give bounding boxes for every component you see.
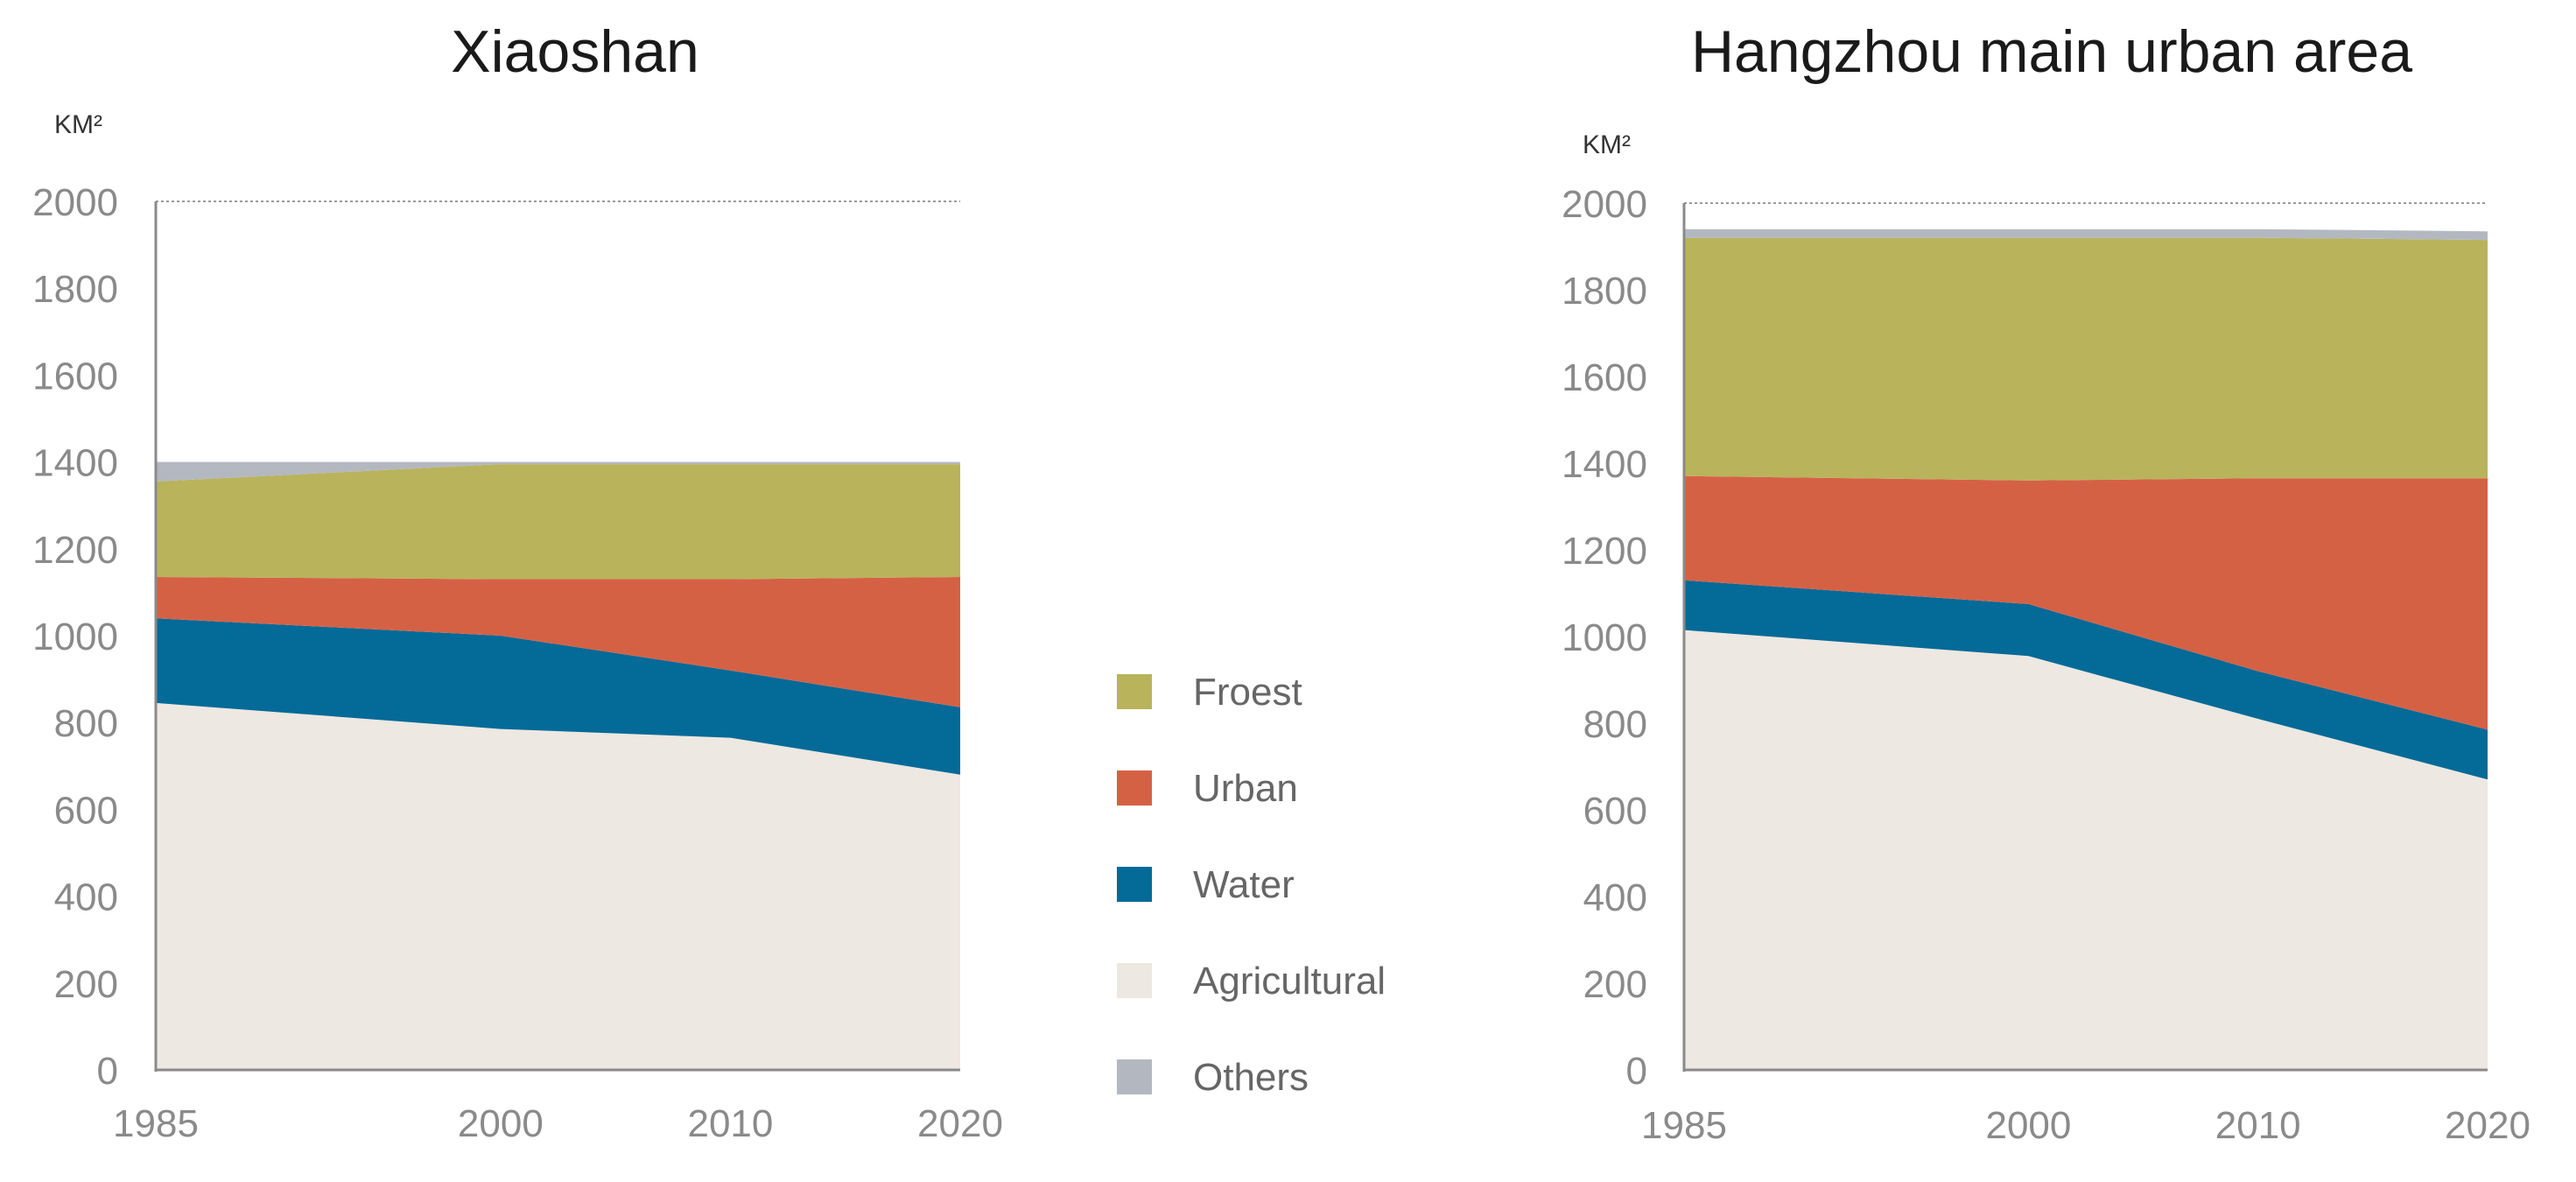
- x-tick-label: 2000: [1985, 1104, 2071, 1147]
- x-tick-label: 1985: [113, 1102, 199, 1145]
- area-froest: [1684, 237, 2488, 481]
- y-tick-label: 1800: [1562, 270, 1647, 313]
- x-tick-labels: 1985 2000 2010 2020: [1641, 1104, 2530, 1147]
- legend-swatch-others: [1117, 1059, 1152, 1094]
- y-tick-label: 400: [54, 876, 118, 919]
- area-water: [156, 618, 960, 775]
- y-tick-label: 800: [1583, 703, 1647, 746]
- y-tick-label: 600: [54, 789, 118, 832]
- legend-label-urban: Urban: [1193, 767, 1298, 810]
- y-tick-label: 2000: [32, 181, 118, 224]
- y-tick-labels: 0 200 400 600 800 1000 1200 1400 1600 1800 2000: [1562, 183, 1647, 1093]
- legend-label-agricultural: Agricultural: [1193, 960, 1386, 1003]
- area-layers: [156, 461, 960, 1070]
- x-tick-label: 2020: [917, 1102, 1003, 1145]
- y-tick-label: 400: [1583, 876, 1647, 919]
- legend-label-water: Water: [1193, 863, 1295, 906]
- chart-title: Hangzhou main urban area: [1691, 18, 2412, 85]
- x-tick-label: 2010: [687, 1102, 773, 1145]
- area-urban: [156, 577, 960, 707]
- x-tick-label: 1985: [1641, 1104, 1727, 1147]
- area-urban: [1684, 475, 2488, 730]
- y-tick-label: 2000: [1562, 183, 1647, 226]
- legend-swatch-agricultural: [1117, 963, 1152, 998]
- axes: [1682, 203, 2488, 1072]
- legend-swatch-urban: [1117, 770, 1152, 806]
- y-tick-label: 1000: [32, 616, 118, 658]
- area-others: [156, 461, 960, 482]
- chart-title: Xiaoshan: [451, 18, 699, 85]
- x-tick-label: 2020: [2445, 1104, 2530, 1147]
- area-others: [1684, 229, 2488, 241]
- chart-hangzhou: Hangzhou main urban area KM² 0 200 400 600 8…: [1562, 18, 2530, 1147]
- x-tick-label: 2010: [2215, 1104, 2301, 1147]
- legend-swatch-froest: [1117, 674, 1152, 709]
- y-tick-label: 1600: [1562, 356, 1647, 399]
- area-water: [1684, 580, 2488, 780]
- x-tick-label: 2000: [458, 1102, 544, 1145]
- legend-label-others: Others: [1193, 1056, 1309, 1099]
- y-tick-label: 1800: [32, 268, 118, 311]
- y-tick-label: 1400: [1562, 443, 1647, 486]
- legend: Froest Urban Water Agricultural Others: [1117, 671, 1386, 1099]
- y-tick-label: 1200: [32, 529, 118, 572]
- area-agricultural: [1684, 630, 2488, 1070]
- y-tick-label: 200: [1583, 963, 1647, 1006]
- y-tick-label: 800: [54, 702, 118, 745]
- y-tick-label: 1200: [1562, 530, 1647, 573]
- y-tick-label: 1600: [32, 355, 118, 398]
- y-tick-label: 0: [1626, 1050, 1647, 1093]
- area-agricultural: [156, 702, 960, 1070]
- area-layers: [1684, 229, 2488, 1070]
- y-tick-label: 0: [97, 1050, 118, 1093]
- y-tick-label: 1000: [1562, 616, 1647, 659]
- y-tick-label: 200: [54, 963, 118, 1006]
- x-tick-labels: 1985 2000 2010 2020: [113, 1102, 1003, 1145]
- y-tick-labels: 0 200 400 600 800 1000 1200 1400 1600 1800 2000: [32, 181, 118, 1093]
- y-tick-label: 1400: [32, 442, 118, 485]
- axes: [154, 201, 960, 1072]
- legend-label-froest: Froest: [1193, 671, 1302, 714]
- area-froest: [156, 464, 960, 580]
- chart-xiaoshan: Xiaoshan KM² 0 200 400 600 800 1000 1200 1400 16…: [32, 18, 1003, 1145]
- y-unit-label: KM²: [1583, 130, 1631, 159]
- y-unit-label: KM²: [54, 110, 102, 139]
- y-tick-label: 600: [1583, 790, 1647, 833]
- legend-swatch-water: [1117, 867, 1152, 902]
